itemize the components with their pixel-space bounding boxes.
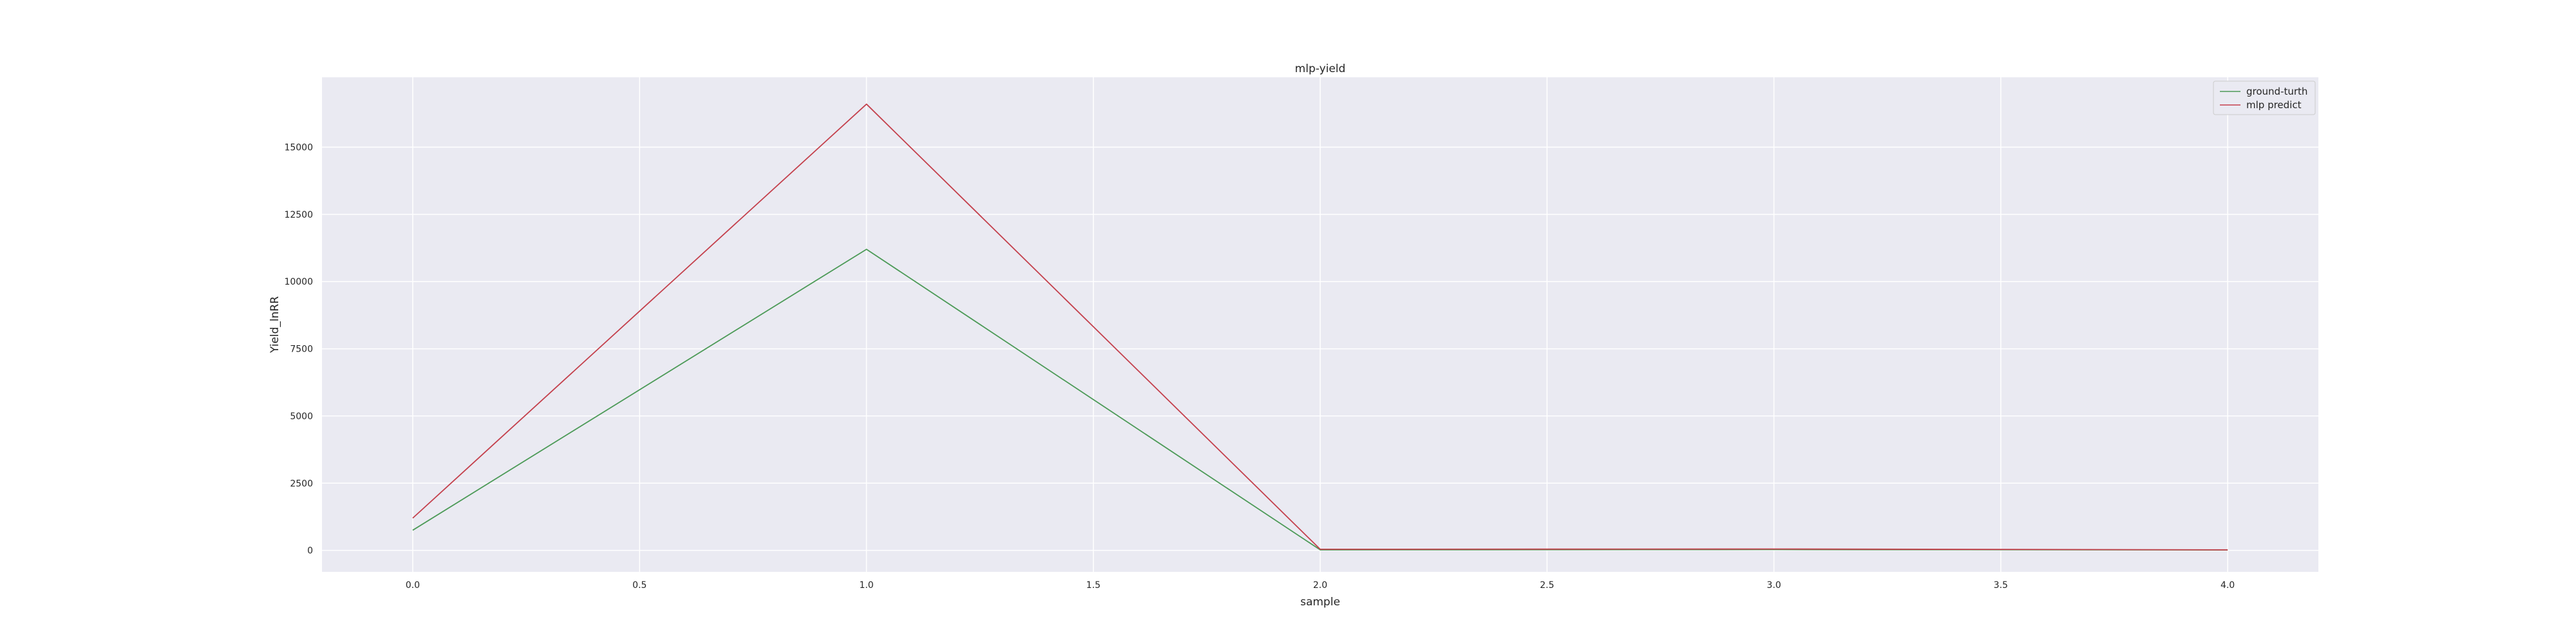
y-tick-label: 15000 [284, 143, 313, 153]
y-tick-labels: 0 2500 5000 7500 10000 12500 15000 [284, 143, 313, 556]
x-tick-label: 3.5 [1994, 580, 2008, 591]
x-tick-label: 2.5 [1540, 580, 1554, 591]
x-tick-label: 1.0 [859, 580, 873, 591]
x-tick-label: 4.0 [2221, 580, 2235, 591]
legend-label-ground-turth: ground-turth [2246, 86, 2307, 97]
chart-title: mlp-yield [1295, 62, 1346, 75]
x-axis-label: sample [1300, 596, 1340, 609]
legend[interactable]: ground-turth mlp predict [2213, 80, 2316, 115]
legend-box [2213, 80, 2316, 115]
x-tick-label: 0.5 [632, 580, 647, 591]
series-line-mlp-predict [412, 103, 2228, 551]
series-lines [412, 103, 2228, 551]
y-tick-label: 5000 [290, 412, 313, 422]
y-tick-label: 12500 [284, 210, 313, 220]
y-axis-label: Yield_lnRR [269, 296, 281, 354]
x-tick-label: 2.0 [1313, 580, 1327, 591]
y-tick-label: 0 [307, 546, 313, 556]
y-tick-label: 10000 [284, 277, 313, 287]
x-tick-labels: 0.0 0.5 1.0 1.5 2.0 2.5 3.0 3.5 4.0 [406, 580, 2235, 591]
x-tick-label: 1.5 [1086, 580, 1101, 591]
y-tick-label: 7500 [290, 345, 313, 355]
legend-label-mlp-predict: mlp predict [2246, 99, 2302, 111]
y-tick-label: 2500 [290, 478, 313, 489]
x-tick-label: 0.0 [406, 580, 420, 591]
x-tick-label: 3.0 [1766, 580, 1781, 591]
